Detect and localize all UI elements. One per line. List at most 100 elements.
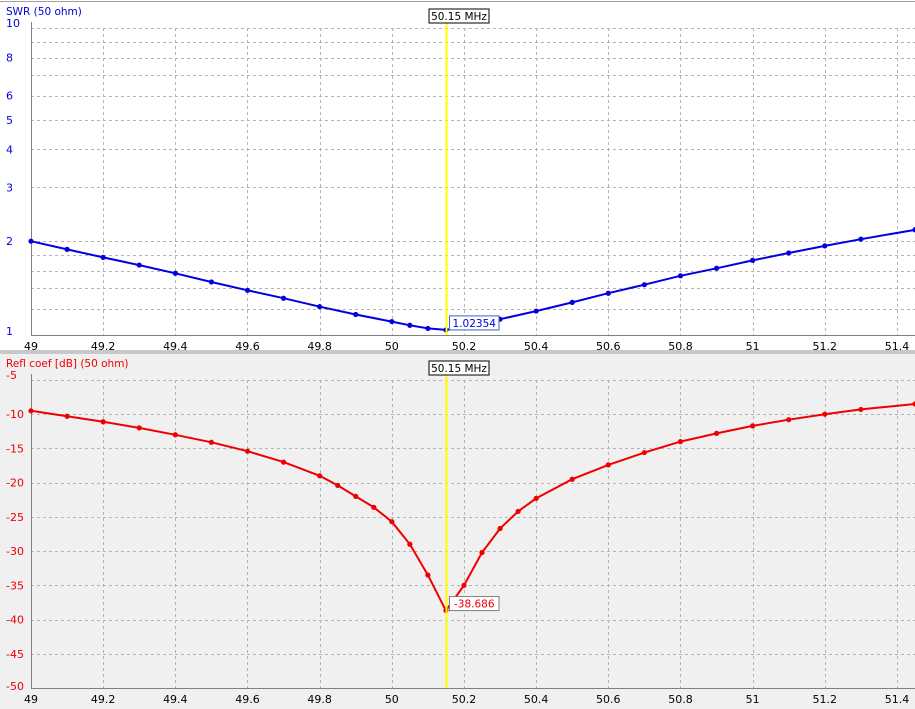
refl-data-point — [244, 448, 251, 454]
refl-x-tick-label: 49.4 — [163, 693, 188, 706]
swr-data-point — [569, 299, 575, 305]
refl-data-point — [497, 525, 503, 532]
refl-y-tick-label: -40 — [6, 614, 24, 627]
swr-x-tick-label: 50.2 — [452, 340, 477, 353]
swr-y-tick-label: 8 — [6, 52, 13, 65]
swr-marker-freq-label: 50.15 MHz — [431, 11, 487, 23]
refl-x-tick-label: 50.2 — [452, 693, 477, 706]
swr-data-point — [750, 257, 756, 263]
refl-data-point — [912, 401, 915, 407]
swr-data-point — [136, 262, 142, 268]
refl-data-point — [750, 423, 756, 429]
swr-x-tick-label: 49 — [24, 340, 38, 353]
refl-data-point — [371, 504, 377, 510]
swr-x-tick-label: 50.8 — [668, 340, 693, 353]
refl-panel-background — [0, 354, 915, 709]
swr-y-tick-label: 4 — [6, 143, 13, 156]
swr-panel: 1 2 3 4 5 6 8 10 49 49.2 49.4 49.6 49.8 50 50.2 50.4 50.… — [0, 2, 915, 353]
swr-y-tick-label: 5 — [6, 114, 13, 127]
swr-x-tick-label: 49.4 — [163, 340, 188, 353]
refl-data-point — [28, 408, 34, 414]
refl-x-tick-label: 49.8 — [307, 693, 332, 706]
refl-x-tick-label: 50.8 — [668, 693, 693, 706]
refl-y-tick-label: -25 — [6, 511, 24, 524]
refl-data-point — [425, 572, 431, 578]
refl-data-point — [713, 430, 720, 436]
swr-marker-value-label: 1.02354 — [453, 318, 497, 330]
refl-data-point — [389, 519, 395, 525]
refl-data-point — [479, 549, 485, 556]
refl-y-tick-label: -45 — [6, 648, 24, 661]
swr-data-point — [425, 325, 431, 332]
swr-y-tick-label: 3 — [6, 181, 13, 194]
refl-y-tick-label: -10 — [6, 408, 24, 421]
refl-x-tick-label: 50 — [385, 693, 399, 706]
swr-x-tick-label: 51 — [746, 340, 760, 353]
panel-splitter[interactable] — [0, 350, 915, 354]
swr-data-point — [353, 311, 359, 318]
refl-marker-value-box — [449, 596, 500, 612]
refl-x-tick-label: 51 — [746, 693, 760, 706]
swr-x-tick-label: 50 — [385, 340, 399, 353]
refl-data-point — [136, 425, 142, 431]
swr-data-point — [786, 250, 792, 256]
refl-data-point — [641, 449, 647, 456]
swr-data-point — [280, 295, 287, 301]
refl-marker-value-label: -38.686 — [454, 599, 495, 611]
refl-data-point — [605, 462, 611, 468]
swr-x-tick-label: 49.8 — [307, 340, 332, 353]
swr-data-point — [28, 238, 34, 244]
refl-data-point — [677, 439, 684, 445]
refl-data-point — [858, 406, 864, 413]
swr-x-tick-label: 49.6 — [235, 340, 260, 353]
refl-panel-title: Refl coef [dB] (50 ohm) — [6, 358, 129, 370]
swr-data-point — [64, 246, 70, 252]
refl-data-point — [786, 417, 792, 423]
refl-x-tick-label: 51.4 — [885, 693, 910, 706]
refl-data-point — [172, 432, 178, 438]
swr-data-point — [533, 308, 539, 314]
swr-marker-freq-box — [428, 8, 490, 24]
refl-data-point — [280, 459, 287, 465]
swr-data-point — [822, 243, 828, 249]
swr-y-tick-label: 10 — [6, 17, 20, 30]
swr-panel-title: SWR (50 ohm) — [6, 6, 82, 18]
refl-y-tick-label: -30 — [6, 545, 24, 558]
swr-y-tick-label: 6 — [6, 90, 13, 103]
refl-x-tick-label: 51.2 — [813, 693, 838, 706]
swr-x-tick-label: 51.2 — [813, 340, 838, 353]
swr-data-point — [244, 287, 251, 293]
swr-y-tick-label: 2 — [6, 235, 13, 248]
swr-data-point — [100, 254, 106, 260]
refl-marker-freq-box — [428, 360, 490, 376]
swr-x-tick-label: 50.6 — [596, 340, 621, 353]
refl-x-tick-label: 50.6 — [596, 693, 621, 706]
swr-y-tick-label: 1 — [6, 325, 13, 338]
swr-data-point — [605, 290, 611, 296]
swr-data-point — [858, 236, 864, 242]
refl-data-point — [208, 439, 215, 445]
refl-data-point — [64, 413, 70, 419]
swr-data-point — [407, 322, 413, 328]
refl-x-tick-label: 49 — [24, 693, 38, 706]
swr-data-point — [389, 318, 395, 325]
refl-data-point — [533, 495, 539, 502]
refl-data-point — [317, 473, 323, 479]
refl-data-point — [407, 541, 413, 547]
refl-x-tick-label: 50.4 — [524, 693, 549, 706]
refl-data-point — [461, 582, 467, 588]
swr-data-point — [713, 265, 720, 271]
swr-data-point — [641, 282, 647, 288]
swr-x-tick-label: 49.2 — [91, 340, 116, 353]
swr-data-point — [912, 227, 915, 233]
swr-panel-background — [0, 2, 915, 353]
refl-data-point — [822, 411, 828, 417]
swr-x-tick-label: 50.4 — [524, 340, 549, 353]
refl-marker-freq-label: 50.15 MHz — [431, 363, 487, 375]
refl-y-tick-label: -15 — [6, 442, 24, 455]
swr-data-point — [208, 279, 215, 285]
swr-data-point — [317, 304, 323, 310]
